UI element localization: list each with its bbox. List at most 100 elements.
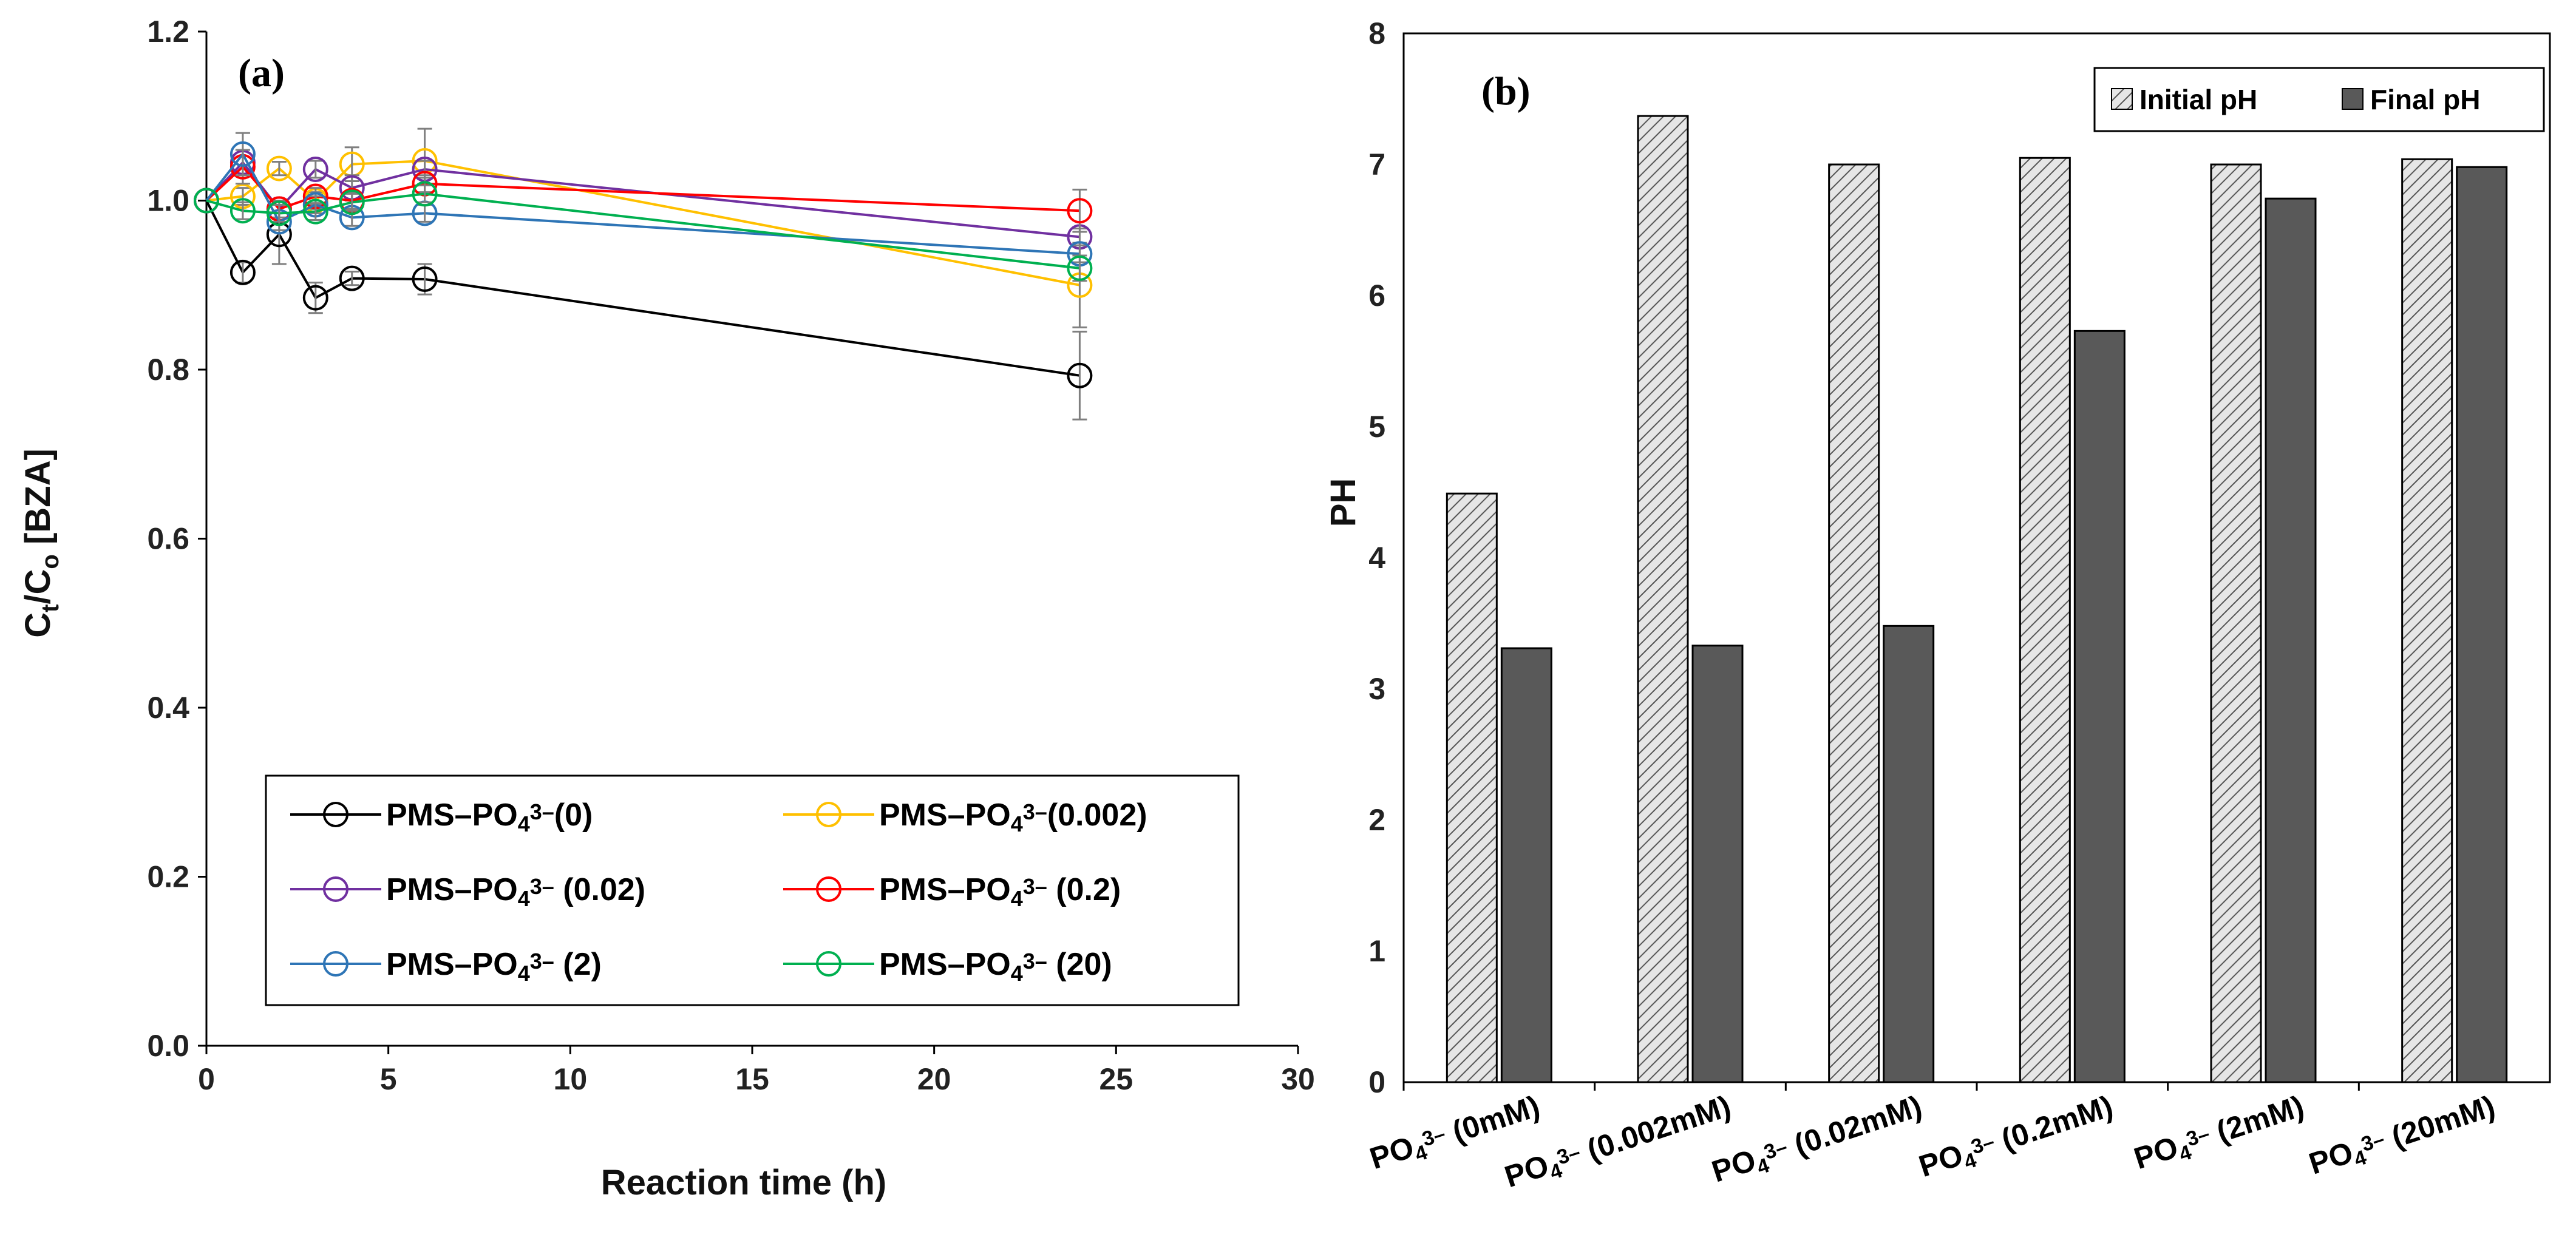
series-5 bbox=[194, 181, 1093, 282]
data-point bbox=[339, 189, 365, 215]
data-point bbox=[266, 155, 292, 181]
category-label-post: (20mM) bbox=[2379, 1089, 2499, 1157]
legend-label: Initial pH bbox=[2139, 84, 2257, 115]
legend-box bbox=[265, 774, 1240, 1006]
legend-label-sup: 3– bbox=[1023, 949, 1047, 974]
y-axis-title-sub1: t bbox=[37, 605, 64, 612]
legend-label-post: (0.002) bbox=[1047, 798, 1147, 833]
legend-label: Final pH bbox=[2370, 84, 2480, 115]
legend-swatch bbox=[2342, 88, 2364, 110]
bar-chart-panel: 0 1 2 3 4 5 6 7 8 PO43– (0mM)PO43– (0.002mM)PO43… bbox=[1324, 16, 2551, 1194]
panel-label: (a) bbox=[238, 51, 285, 95]
y-axis-title-sub2: o bbox=[37, 554, 64, 569]
y-tick-label: 1 bbox=[1368, 934, 1385, 968]
y-tick-label: 2 bbox=[1368, 803, 1385, 837]
series-line bbox=[205, 152, 1080, 256]
y-tick-label: 0.0 bbox=[147, 1029, 189, 1063]
legend: PMS–PO43–(0) PMS–PO43–(0.002)PMS–PO43– (0… bbox=[265, 774, 1240, 1006]
legend-label: PMS–PO43– (20) bbox=[879, 947, 1112, 986]
y-tick-label: 8 bbox=[1368, 16, 1385, 50]
category-labels: PO43– (0mM)PO43– (0.002mM)PO43– (0.02mM)… bbox=[1366, 1089, 2500, 1194]
y-tick-label: 7 bbox=[1368, 147, 1385, 181]
category-label-pre: PO bbox=[1366, 1130, 1418, 1176]
category-label-post: (2mM) bbox=[2204, 1089, 2308, 1151]
panel-label: (b) bbox=[1481, 69, 1531, 113]
x-tick-label: 5 bbox=[380, 1062, 397, 1096]
y-tick-label: 6 bbox=[1368, 279, 1385, 313]
initial-ph-bar bbox=[1446, 492, 1498, 1083]
legend-item: Initial pH bbox=[2111, 84, 2257, 115]
data-point bbox=[266, 200, 292, 226]
line-chart-panel: 0.0 0.2 0.4 0.6 0.8 1.0 1.2 0 5 10 15 20 25 30 (a) R… bbox=[18, 15, 1315, 1202]
category-label: PO43– (20mM) bbox=[2305, 1089, 2500, 1185]
legend-swatch bbox=[2111, 88, 2133, 110]
series-1 bbox=[194, 127, 1093, 328]
category-label-pre: PO bbox=[1915, 1137, 1967, 1184]
legend-label: PMS–PO43– (0.2) bbox=[879, 872, 1121, 911]
y-tick-label: 0.8 bbox=[147, 353, 189, 387]
legend-label-sup: 3– bbox=[1023, 874, 1047, 899]
category-label: PO43– (0.02mM) bbox=[1708, 1089, 1927, 1193]
legend: Initial pH Final pH bbox=[2093, 67, 2545, 132]
x-tick-label: 15 bbox=[735, 1062, 769, 1096]
legend-label-sub: 4 bbox=[1011, 961, 1023, 986]
series-line bbox=[205, 164, 1080, 212]
initial-ph-bar bbox=[2019, 157, 2071, 1083]
final-ph-bar bbox=[2073, 330, 2126, 1083]
legend-label-pre: PMS–PO bbox=[386, 947, 518, 982]
legend-label-post: (2) bbox=[554, 947, 602, 982]
legend-marker bbox=[323, 802, 348, 827]
x-tick-label: 20 bbox=[917, 1062, 951, 1096]
y-axis-title: Ct/Co [BZA] bbox=[18, 449, 64, 638]
category-label-pre: PO bbox=[2305, 1135, 2357, 1181]
legend-label-sub: 4 bbox=[518, 811, 530, 836]
category-label: PO43– (0.2mM) bbox=[1915, 1089, 2118, 1187]
x-tick-label: 0 bbox=[198, 1062, 215, 1096]
initial-ph-bar bbox=[1828, 163, 1880, 1083]
data-point bbox=[302, 198, 328, 225]
initial-ph-bar bbox=[2401, 158, 2453, 1083]
legend-label-pre: PMS–PO bbox=[386, 872, 518, 907]
x-axis-title: Reaction time (h) bbox=[601, 1163, 887, 1202]
y-tick-label: 0.6 bbox=[147, 522, 189, 556]
final-ph-bar bbox=[2265, 197, 2317, 1083]
legend-label-pre: PMS–PO bbox=[879, 947, 1011, 982]
legend-label-sup: 3– bbox=[1023, 799, 1047, 824]
axes bbox=[1402, 32, 2551, 1091]
bars-group bbox=[1446, 115, 2508, 1083]
legend-label-sup: 3– bbox=[530, 949, 554, 974]
x-tick-label: 10 bbox=[554, 1062, 588, 1096]
legend-label: PMS–PO43–(0.002) bbox=[879, 798, 1147, 836]
data-point bbox=[339, 265, 365, 291]
final-ph-bar bbox=[1691, 645, 1744, 1083]
plot-frame bbox=[1402, 32, 2551, 1083]
legend-box bbox=[2093, 67, 2545, 132]
legend-label-sub: 4 bbox=[1011, 811, 1023, 836]
y-tick-label: 0 bbox=[1368, 1065, 1385, 1099]
legend-label-sub: 4 bbox=[518, 961, 530, 986]
y-tick-label: 1.2 bbox=[147, 15, 189, 49]
x-tick-label: 25 bbox=[1099, 1062, 1133, 1096]
legend-label: PMS–PO43– (0.02) bbox=[386, 872, 645, 911]
legend-label-sub: 4 bbox=[1011, 886, 1023, 911]
category-label-post: (0.2mM) bbox=[1990, 1089, 2117, 1159]
legend-label-sup: 3– bbox=[530, 799, 554, 824]
data-point bbox=[302, 156, 328, 182]
x-tick-label: 30 bbox=[1281, 1062, 1315, 1096]
legend-label-sub: 4 bbox=[518, 886, 530, 911]
initial-ph-bar bbox=[2210, 163, 2262, 1083]
y-tick-labels: 0.0 0.2 0.4 0.6 0.8 1.0 1.2 bbox=[147, 15, 189, 1063]
data-point bbox=[229, 259, 256, 285]
category-label-post: (0mM) bbox=[1440, 1089, 1544, 1151]
category-label-pre: PO bbox=[2130, 1130, 2182, 1176]
y-axis-title-tail: [BZA] bbox=[18, 449, 58, 554]
final-ph-bar bbox=[2456, 166, 2508, 1083]
legend-item: PMS–PO43–(0.002) bbox=[783, 798, 1147, 836]
legend-item: PMS–PO43– (0.02) bbox=[290, 872, 645, 911]
y-axis-title-main: C bbox=[18, 612, 58, 638]
x-tick-labels: 0 5 10 15 20 25 30 bbox=[198, 1062, 1315, 1096]
legend-label: PMS–PO43– (2) bbox=[386, 947, 602, 986]
data-point bbox=[194, 188, 219, 214]
series-group bbox=[194, 127, 1093, 421]
legend-label-post: (0.2) bbox=[1047, 872, 1121, 907]
